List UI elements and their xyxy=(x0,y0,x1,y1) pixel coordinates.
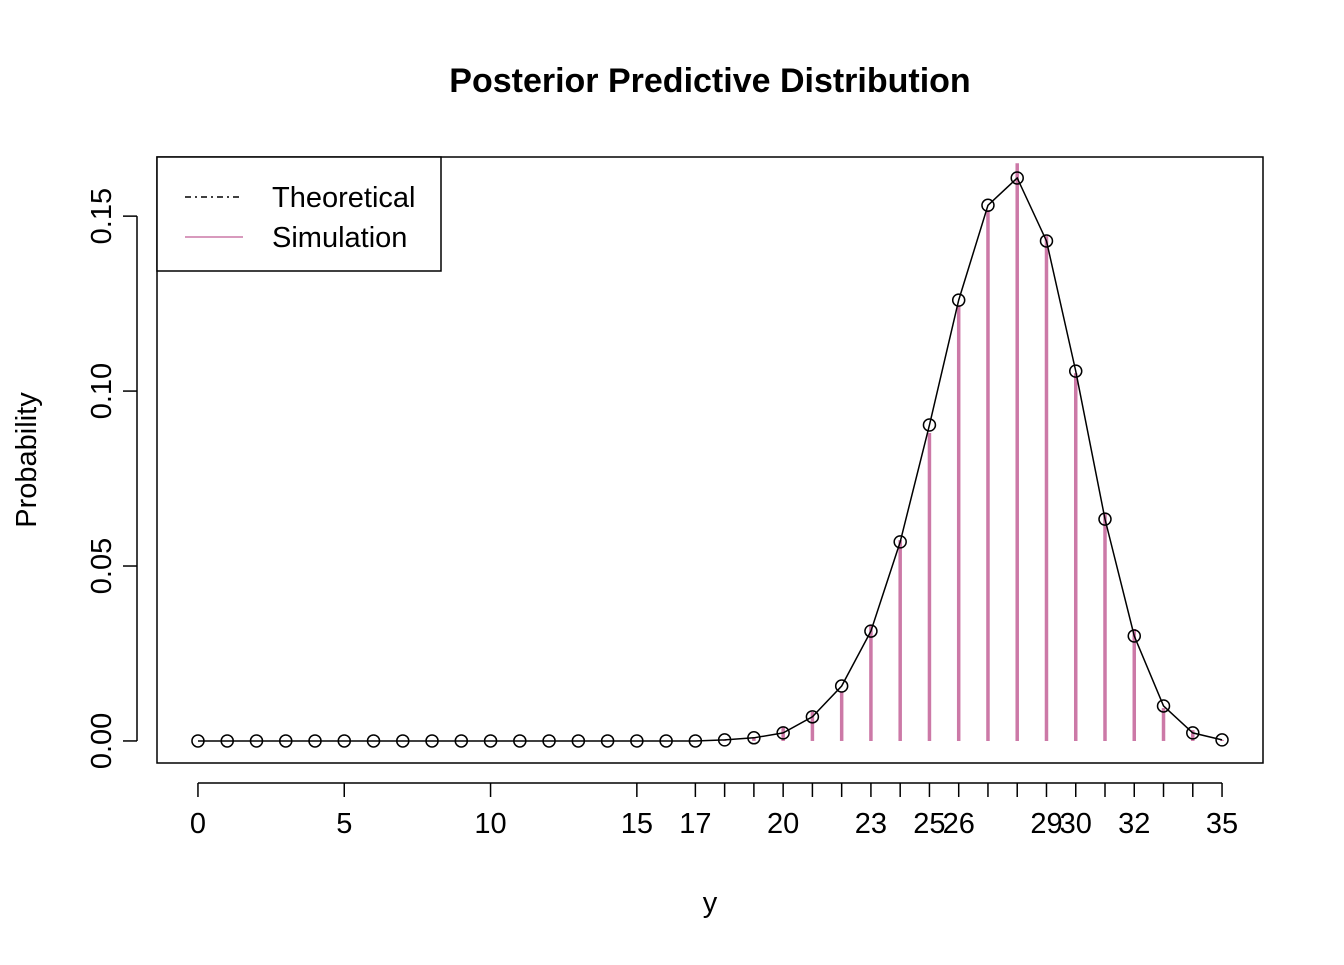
y-axis-label: Probability xyxy=(11,392,43,528)
x-tick-label: 15 xyxy=(621,808,653,840)
theory-point xyxy=(659,734,673,748)
theory-point xyxy=(717,733,732,747)
theory-point xyxy=(454,734,469,748)
theory-point xyxy=(278,734,293,748)
y-tick-label: 0.15 xyxy=(86,188,118,244)
legend-label: Simulation xyxy=(272,222,407,254)
theory-point xyxy=(308,734,322,748)
theory-point xyxy=(1127,629,1142,643)
theory-point xyxy=(337,734,352,748)
y-tick-label: 0.00 xyxy=(86,713,118,769)
theory-point xyxy=(922,418,937,432)
x-tick-label: 35 xyxy=(1206,808,1238,840)
theory-point xyxy=(688,734,703,748)
theory-point xyxy=(366,734,381,748)
x-axis-label: y xyxy=(703,887,718,919)
x-tick-label: 20 xyxy=(767,808,799,840)
x-tick-label: 17 xyxy=(679,808,711,840)
theory-point xyxy=(1186,726,1200,740)
theory-point xyxy=(513,734,527,748)
theory-point xyxy=(571,734,586,748)
theory-point xyxy=(1156,699,1171,713)
theory-point xyxy=(1039,234,1054,248)
theory-point xyxy=(776,726,790,740)
legend-box xyxy=(156,156,442,272)
theory-point xyxy=(1098,512,1112,526)
theory-point xyxy=(805,710,820,724)
theory-point xyxy=(981,198,995,213)
x-tick-label: 5 xyxy=(336,808,352,840)
theory-point xyxy=(249,734,264,748)
theory-point xyxy=(425,734,439,748)
theory-point xyxy=(951,293,966,307)
x-tick-label: 29 xyxy=(1030,808,1062,840)
x-tick-label: 32 xyxy=(1118,808,1150,840)
theory-point xyxy=(542,734,556,748)
theory-point xyxy=(483,734,498,748)
legend-label: Theoretical xyxy=(272,182,415,214)
theory-line xyxy=(197,176,1223,742)
theory-point xyxy=(396,734,410,748)
y-tick-label: 0.10 xyxy=(86,363,118,419)
theory-point xyxy=(1010,171,1024,185)
theory-point xyxy=(630,734,644,748)
x-tick-label: 23 xyxy=(855,808,887,840)
theory-point xyxy=(1215,733,1229,747)
theory-point xyxy=(600,734,615,748)
x-tick-label: 10 xyxy=(474,808,506,840)
theory-point xyxy=(834,679,849,693)
theory-point xyxy=(747,731,761,745)
x-tick-label: 30 xyxy=(1060,808,1092,840)
chart-title: Posterior Predictive Distribution xyxy=(449,62,970,100)
theory-point xyxy=(864,624,878,638)
y-tick-label: 0.05 xyxy=(86,538,118,594)
x-tick-label: 25 xyxy=(913,808,945,840)
x-tick-label: 0 xyxy=(190,808,206,840)
theory-point xyxy=(191,734,205,748)
x-tick-label: 26 xyxy=(943,808,975,840)
theory-point xyxy=(220,734,234,748)
theory-point xyxy=(1068,364,1083,378)
theory-point xyxy=(893,535,907,549)
plot-frame xyxy=(156,156,1264,764)
